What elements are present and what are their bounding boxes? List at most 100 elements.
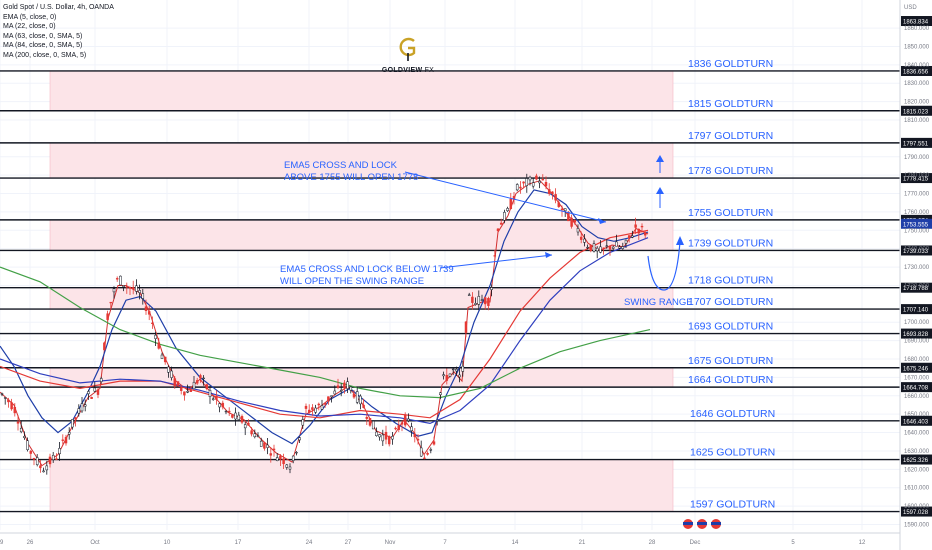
y-tick-label: 1610.000 (904, 486, 930, 492)
goldview-logo-icon (399, 37, 416, 61)
annotation-arrow-1755 (404, 171, 607, 223)
y-tick-label: 1780.000 (904, 173, 930, 179)
candle-body (493, 255, 497, 257)
candle-body (410, 426, 413, 431)
candle-body (55, 458, 58, 460)
candle-body (211, 398, 215, 400)
candle-body (167, 366, 170, 373)
price-tag-bg (901, 282, 932, 293)
currency-label: USD (904, 5, 917, 11)
y-tick-label: 1650.000 (904, 412, 930, 418)
annotation-ema5-below-line2: WILL OPEN THE SWING RANGE (280, 276, 424, 287)
event-flags[interactable] (683, 519, 721, 529)
candle-body (336, 385, 340, 388)
candle-body (221, 402, 225, 408)
candle-body (74, 417, 77, 420)
candle-body (371, 420, 375, 430)
price-tag-bg (901, 382, 932, 393)
candle-body (247, 422, 250, 426)
y-tick-label: 1790.000 (904, 155, 930, 161)
goldturn-level-label: 1597 GOLDTURN (690, 499, 775, 511)
goldturn-level-label: 1815 GOLDTURN (688, 98, 773, 110)
candle-body (560, 208, 564, 211)
candle-body (547, 189, 551, 194)
y-tick-label: 1700.000 (904, 320, 930, 326)
candle-body (426, 452, 429, 455)
price-tag-text: 1863.834 (903, 20, 929, 26)
candle-body (0, 393, 4, 395)
price-tag-bg (901, 415, 932, 426)
price-tag-text: 1675.246 (903, 366, 929, 372)
x-tick-label: 28 (649, 540, 656, 546)
candle-body (227, 410, 231, 413)
price-tag-bg (901, 245, 932, 256)
candle-body (407, 418, 410, 421)
annotation-ema5-above-line1: EMA5 CROSS AND LOCK (284, 160, 398, 171)
candle-body (243, 424, 247, 429)
candle-body (173, 378, 177, 387)
candle-body (423, 457, 426, 459)
candle-body (624, 239, 628, 244)
candle-body (480, 299, 484, 301)
x-tick-label: Dec (690, 540, 701, 546)
candle-body (394, 427, 397, 430)
price-tag-bg (901, 506, 932, 517)
candle-body (631, 235, 634, 238)
goldview-logo: GOLDVIEW FX (378, 36, 438, 74)
candle-body (349, 386, 353, 391)
goldturn-level-label: 1664 GOLDTURN (688, 374, 773, 386)
y-tick-label: 1670.000 (904, 375, 930, 381)
candle-body (282, 458, 285, 465)
candle-body (103, 342, 106, 351)
candle-body (7, 399, 10, 403)
candle-body (432, 441, 436, 445)
candle-body (509, 198, 513, 210)
candle-body (138, 290, 141, 293)
goldturn-level-label: 1739 GOLDTURN (688, 237, 773, 249)
candle-body (602, 247, 605, 249)
candle-body (61, 439, 65, 441)
candle-body (403, 414, 407, 426)
candle-body (160, 354, 164, 359)
goldturn-level-label: 1675 GOLDTURN (688, 355, 773, 367)
candle-body (359, 395, 362, 405)
candle-body (240, 416, 244, 423)
candle-body (467, 294, 471, 296)
candle-body (618, 246, 621, 249)
candle-body (170, 370, 173, 378)
candle-body (112, 288, 116, 293)
candle-body (58, 448, 61, 455)
candle-body (506, 208, 509, 212)
logo-brand: GOLDVIEW (381, 67, 423, 74)
goldturn-level-label: 1707 GOLDTURN (688, 296, 773, 308)
candle-body (413, 433, 417, 438)
annotation-arrowhead-1739 (545, 252, 552, 258)
candle-body (295, 451, 298, 454)
candle-body (362, 404, 365, 408)
candle-body (291, 455, 295, 461)
x-tick-label: 17 (235, 540, 242, 546)
candle-body (429, 449, 433, 451)
x-tick-label: Oct (90, 540, 100, 546)
x-tick-label: 12 (859, 540, 866, 546)
candle-body (64, 436, 68, 444)
candle-body (445, 374, 449, 381)
candle-body (26, 440, 29, 450)
price-tag-text: 1693.828 (903, 332, 929, 338)
annotation-arrow-1739 (439, 254, 553, 269)
candle-body (119, 275, 122, 286)
candle-body (106, 313, 109, 320)
candle-body (621, 246, 625, 249)
candle-body (99, 378, 103, 382)
candle-body (333, 390, 337, 395)
price-tag-text: 1739.033 (903, 249, 929, 255)
y-tick-label: 1820.000 (904, 100, 930, 106)
series-ma63 (0, 229, 649, 419)
price-tag-bg (901, 105, 932, 116)
candle-body (253, 433, 257, 438)
candle-body (384, 431, 388, 440)
y-tick-label: 1750.000 (904, 228, 930, 234)
candle-body (189, 389, 193, 392)
candle-body (135, 285, 138, 292)
